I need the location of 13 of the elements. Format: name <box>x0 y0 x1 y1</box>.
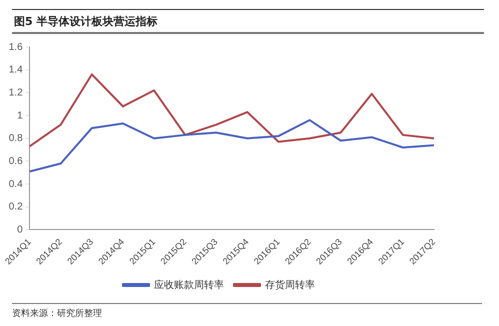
y-tick-label: 0.2 <box>8 202 24 213</box>
chart-title: 图5 半导体设计板块营运指标 <box>12 9 484 34</box>
legend-label: 存货周转率 <box>265 278 315 291</box>
y-tick-label: 0.4 <box>8 178 24 190</box>
y-tick-label: 0.8 <box>8 133 24 144</box>
y-tick-label: 1 <box>17 110 24 122</box>
y-tick-label: 0 <box>17 224 24 236</box>
legend-label: 应收账款周转率 <box>154 278 224 291</box>
y-tick-label: 0.6 <box>8 156 24 167</box>
y-tick-label: 1.6 <box>8 42 24 53</box>
text: 资料来源：研究所整理 <box>12 303 482 320</box>
y-tick-label: 1.4 <box>8 64 24 76</box>
y-tick-label: 1.2 <box>8 87 24 98</box>
